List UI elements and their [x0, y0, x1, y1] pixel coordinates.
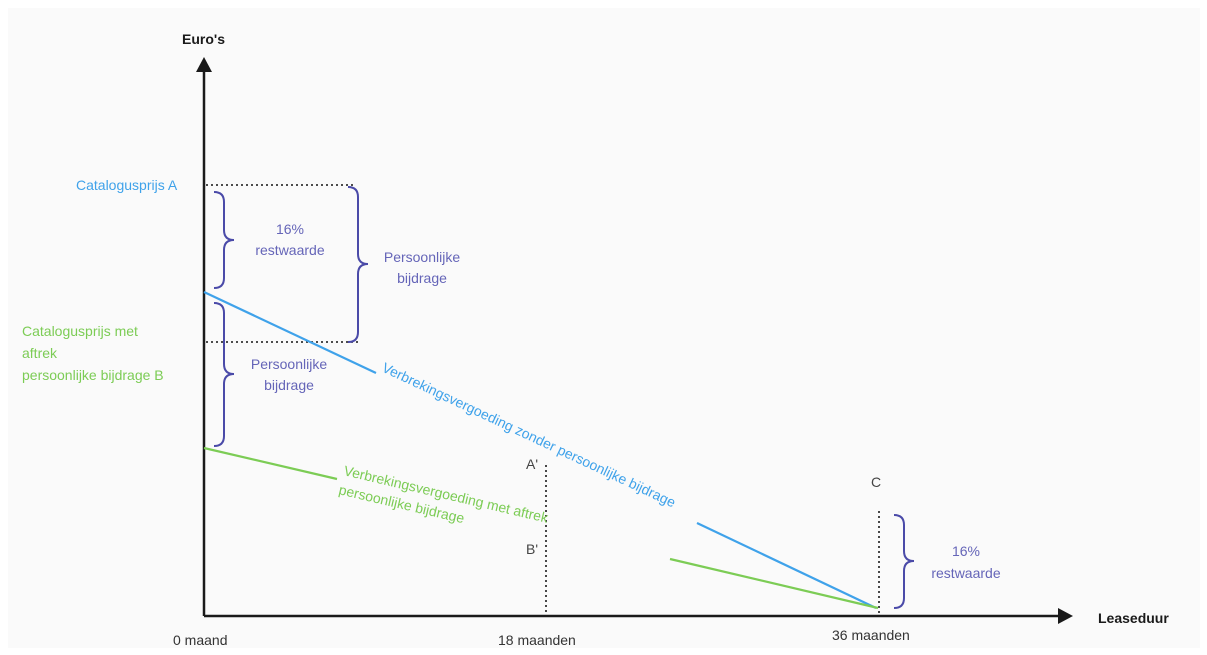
tick-label-18: 18 maanden	[498, 632, 576, 648]
label-restwaarde-left-line1: 16%	[276, 221, 304, 237]
diagram-background	[8, 8, 1200, 648]
tick-label-0: 0 maand	[173, 632, 227, 648]
line-met-segment-2	[669, 557, 879, 610]
y-axis-arrow	[196, 57, 212, 72]
line-met-segment-1	[203, 446, 338, 481]
label-persoonlijke-left-line1: Persoonlijke	[251, 356, 327, 372]
brace-persoonlijke-left	[213, 302, 235, 447]
label-persoonlijke-top-line1: Persoonlijke	[384, 249, 460, 265]
x-axis-arrow	[1058, 608, 1073, 624]
label-c: C	[871, 474, 881, 490]
label-catalogusprijs-b-line3: persoonlijke bijdrage B	[22, 367, 164, 383]
label-b-prime: B'	[526, 541, 538, 557]
label-persoonlijke-left-line2: bijdrage	[264, 377, 314, 393]
tick-label-36: 36 maanden	[832, 627, 910, 643]
y-axis-title: Euro's	[182, 31, 225, 47]
label-catalogusprijs-b-line1: Catalogusprijs met	[22, 323, 138, 339]
brace-restwaarde-left	[213, 191, 235, 289]
x-axis-title: Leaseduur	[1098, 610, 1169, 626]
label-persoonlijke-top-line2: bijdrage	[397, 270, 447, 286]
label-catalogusprijs-b-line2: aftrek	[22, 345, 58, 361]
line-zonder-segment-2	[696, 522, 877, 609]
label-a-prime: A'	[526, 456, 538, 472]
label-restwaarde-right-line2: restwaarde	[931, 565, 1000, 581]
label-restwaarde-left-line2: restwaarde	[255, 242, 324, 258]
brace-restwaarde-right	[893, 514, 915, 609]
brace-persoonlijke-top	[347, 186, 369, 343]
line-zonder-segment-1	[203, 291, 377, 374]
label-restwaarde-right-line1: 16%	[952, 543, 980, 559]
label-catalogusprijs-a: Catalogusprijs A	[76, 177, 178, 193]
